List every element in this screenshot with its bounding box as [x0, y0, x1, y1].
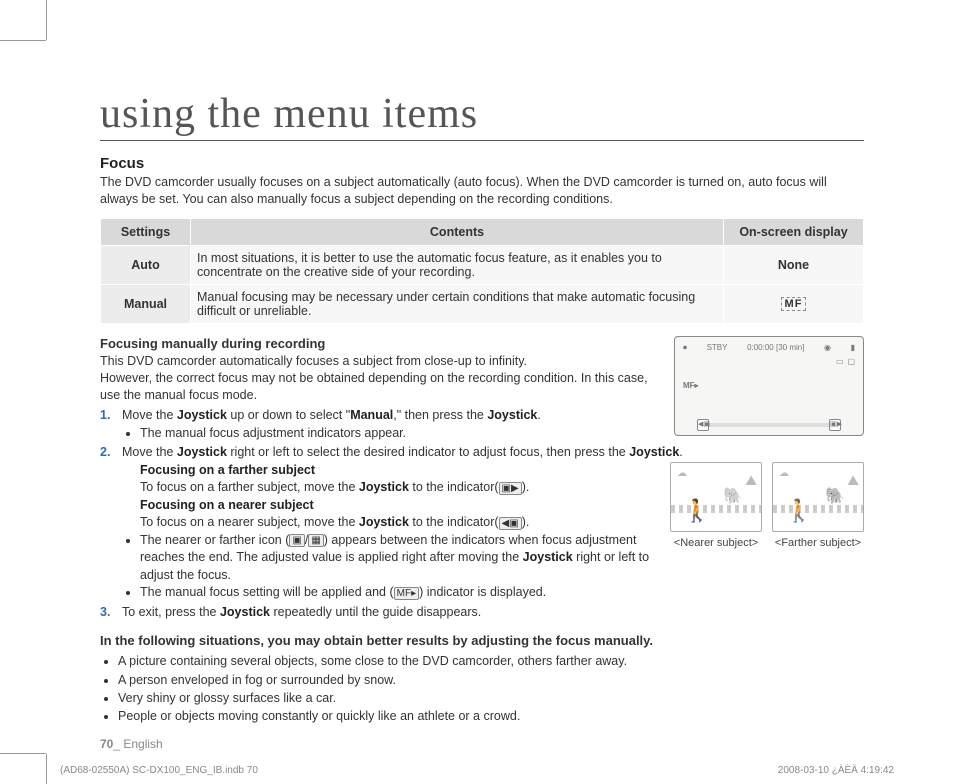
row-osd: MF: [724, 284, 864, 323]
table-row: Auto In most situations, it is better to…: [101, 245, 864, 284]
t: To exit, press the: [122, 605, 220, 619]
list-item: Very shiny or glossy surfaces like a car…: [118, 689, 864, 707]
th-contents: Contents: [191, 218, 724, 245]
table-row: Manual Manual focusing may be necessary …: [101, 284, 864, 323]
kw-joystick: Joystick: [220, 605, 270, 619]
kw-joystick: Joystick: [629, 445, 679, 459]
step2-bullet2: The manual focus setting will be applied…: [140, 584, 864, 602]
thumb-far: ☁⛰🐘🚶 <Farther subject>: [772, 462, 864, 551]
page-number: 70: [100, 737, 113, 751]
kw-joystick: Joystick: [523, 550, 573, 564]
kw-joystick: Joystick: [177, 408, 227, 422]
thumb-near-pic: ☁⛰🐘🚶: [670, 462, 762, 532]
t: right or left to select the desired indi…: [227, 445, 629, 459]
crop-mark: [0, 40, 46, 60]
lcd-batt-icon: ▮: [851, 343, 855, 352]
t: to the indicator(: [409, 515, 499, 529]
situations-heading: In the following situations, you may obt…: [100, 633, 864, 648]
t: .: [679, 445, 682, 459]
step-3: To exit, press the Joystick repeatedly u…: [118, 604, 864, 622]
kw-joystick: Joystick: [487, 408, 537, 422]
print-meta-bar: (AD68-02550A) SC-DX100_ENG_IB.indb 70 20…: [60, 765, 894, 776]
thumb-near-cap: <Nearer subject>: [670, 536, 762, 551]
lcd-mode-icon: ▢: [847, 357, 855, 366]
row-desc: Manual focusing may be necessary under c…: [191, 284, 724, 323]
t: To focus on a farther subject, move the: [140, 480, 359, 494]
t: .: [537, 408, 540, 422]
t: up or down to select ": [227, 408, 350, 422]
list-item: People or objects moving constantly or q…: [118, 707, 864, 725]
far-heading: Focusing on a farther subject: [140, 463, 315, 477]
near-indicator-icon: ◀▣: [499, 517, 522, 530]
kw-joystick: Joystick: [177, 445, 227, 459]
kw-joystick: Joystick: [359, 515, 409, 529]
settings-table: Settings Contents On-screen display Auto…: [100, 218, 864, 324]
mf-osd-icon: MF: [781, 297, 807, 311]
t: repeatedly until the guide disappears.: [270, 605, 481, 619]
lcd-card-icon: ▭: [836, 357, 844, 366]
mf-inline-icon: MF▸: [394, 587, 419, 600]
t: ) indicator is displayed.: [419, 585, 546, 599]
th-osd: On-screen display: [724, 218, 864, 245]
lcd-mf-indicator: MF▸: [683, 381, 699, 390]
thumb-far-pic: ☁⛰🐘🚶: [772, 462, 864, 532]
t: To focus on a nearer subject, move the: [140, 515, 359, 529]
near-heading: Focusing on a nearer subject: [140, 498, 314, 512]
row-osd: None: [724, 245, 864, 284]
step-1: Move the Joystick up or down to select "…: [118, 407, 864, 442]
page-title: using the menu items: [100, 90, 864, 141]
t: ).: [522, 480, 530, 494]
crop-mark: [0, 753, 46, 754]
list-item: A picture containing several objects, so…: [118, 652, 864, 670]
row-desc: In most situations, it is better to use …: [191, 245, 724, 284]
thumb-near: ☁⛰🐘🚶 <Nearer subject>: [670, 462, 762, 551]
list-item: A person enveloped in fog or surrounded …: [118, 671, 864, 689]
page-lang: _ English: [113, 737, 162, 751]
row-name: Auto: [101, 245, 191, 284]
crop-mark: [46, 0, 66, 40]
nearer-sym-icon: ▣: [289, 534, 304, 547]
lcd-rec-icon: ⏺: [683, 343, 687, 353]
print-right: 2008-03-10 ¿ÀÈÄ 4:19:42: [778, 765, 894, 776]
t: to the indicator(: [409, 480, 499, 494]
intro-paragraph: The DVD camcorder usually focuses on a s…: [100, 174, 864, 208]
manual-page: using the menu items Focus The DVD camco…: [0, 0, 954, 784]
t: The nearer or farther icon (: [140, 533, 289, 547]
thumb-far-cap: <Farther subject>: [772, 536, 864, 551]
step-2: Move the Joystick right or left to selec…: [118, 444, 864, 602]
t: The manual focus setting will be applied…: [140, 585, 394, 599]
t: ," then press the: [393, 408, 487, 422]
lcd-time: 0:00:00 [30 min]: [747, 343, 804, 352]
page-content: using the menu items Focus The DVD camco…: [100, 90, 864, 751]
row-name: Manual: [101, 284, 191, 323]
step1-bullet: The manual focus adjustment indicators a…: [140, 425, 864, 443]
far-indicator-icon: ▣▶: [499, 482, 522, 495]
kw-joystick: Joystick: [359, 480, 409, 494]
lcd-stby: STBY: [707, 343, 728, 352]
kw-manual: Manual: [350, 408, 393, 422]
print-left: (AD68-02550A) SC-DX100_ENG_IB.indb 70: [60, 765, 258, 776]
t: Move the: [122, 408, 177, 422]
situations-list: A picture containing several objects, so…: [100, 652, 864, 725]
steps-list: Move the Joystick up or down to select "…: [100, 407, 864, 621]
lcd-disc-icon: ◉: [824, 343, 831, 352]
example-thumbs: ☁⛰🐘🚶 <Nearer subject> ☁⛰🐘🚶 <Farther subj…: [664, 462, 864, 551]
t: ).: [522, 515, 530, 529]
farther-sym-icon: ▦: [308, 534, 323, 547]
page-footer: 70_ English: [100, 737, 864, 751]
th-settings: Settings: [101, 218, 191, 245]
section-heading: Focus: [100, 155, 864, 172]
t: Move the: [122, 445, 177, 459]
